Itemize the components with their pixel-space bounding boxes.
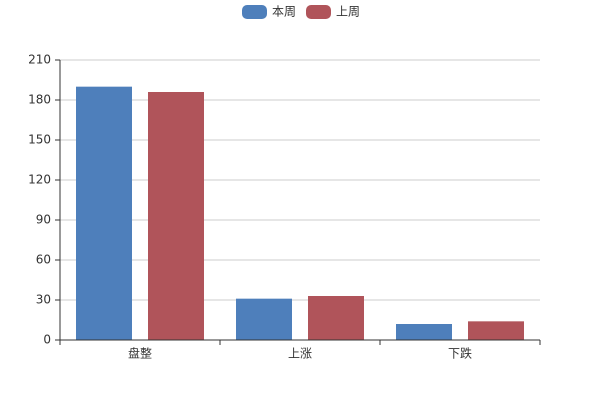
x-tick-label: 上涨 [288, 346, 312, 361]
legend-label: 上周 [336, 5, 360, 19]
legend-swatch [306, 5, 331, 19]
y-tick-label: 150 [28, 133, 51, 147]
x-tick-label: 盘整 [128, 346, 152, 361]
y-tick-label: 180 [28, 93, 51, 107]
y-tick-label: 60 [36, 253, 51, 267]
bar [76, 86, 132, 341]
legend-label: 本周 [272, 5, 296, 19]
y-tick-label: 30 [36, 293, 51, 307]
bar [148, 92, 204, 340]
bar [308, 296, 364, 340]
y-tick-label: 0 [43, 333, 51, 347]
bar [236, 298, 292, 340]
legend-swatch [242, 5, 267, 19]
y-tick-label: 210 [28, 53, 51, 67]
y-tick-label: 120 [28, 173, 51, 187]
bar [396, 324, 452, 340]
x-tick-label: 下跌 [448, 346, 472, 361]
y-tick-label: 90 [36, 213, 51, 227]
bar [468, 321, 524, 340]
